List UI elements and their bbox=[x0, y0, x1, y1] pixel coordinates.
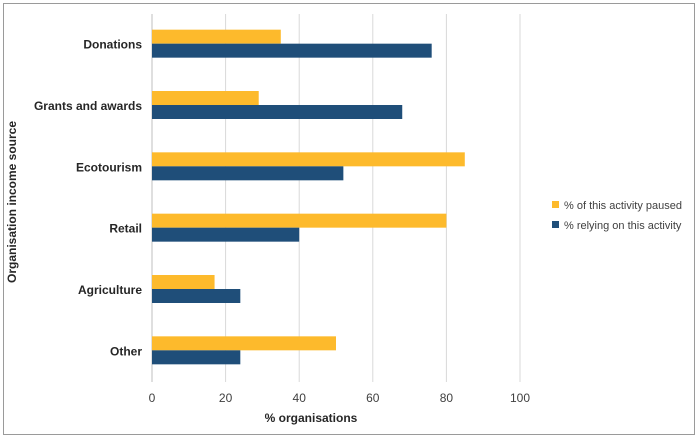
legend-label-paused: % of this activity paused bbox=[564, 200, 682, 212]
gridlines bbox=[151, 14, 521, 382]
x-tick-labels: 0 20 40 60 80 100 bbox=[149, 391, 531, 405]
x-tick-label: 0 bbox=[149, 391, 156, 405]
category-label: Other bbox=[110, 344, 142, 358]
bar-paused-ecotourism bbox=[152, 152, 465, 167]
category-label: Donations bbox=[83, 38, 142, 52]
bar-relying-other bbox=[152, 350, 241, 365]
bar-relying-donations bbox=[152, 43, 432, 58]
bar-paused-donations bbox=[152, 29, 281, 44]
x-tick-label: 100 bbox=[510, 391, 530, 405]
legend-swatch-paused bbox=[552, 201, 559, 208]
bar-relying-retail bbox=[152, 227, 300, 242]
bar-paused-retail bbox=[152, 213, 447, 228]
x-tick-label: 80 bbox=[440, 391, 454, 405]
y-axis-title: Organisation income source bbox=[5, 121, 19, 283]
category-label: Grants and awards bbox=[34, 99, 142, 113]
legend-label-relying: % relying on this activity bbox=[564, 220, 682, 232]
category-label: Agriculture bbox=[78, 283, 142, 297]
bar-relying-ecotourism bbox=[152, 166, 344, 181]
bar-relying-grants-and-awards bbox=[152, 105, 403, 119]
bar-relying-agriculture bbox=[152, 289, 241, 303]
bars bbox=[152, 29, 465, 365]
bar-paused-other bbox=[152, 336, 336, 351]
x-tick-label: 40 bbox=[293, 391, 307, 405]
legend-swatch-relying bbox=[552, 221, 559, 228]
x-tick-label: 60 bbox=[366, 391, 380, 405]
category-labels: Donations Grants and awards Ecotourism Reta… bbox=[34, 38, 142, 359]
category-label: Retail bbox=[109, 222, 142, 236]
bar-paused-grants-and-awards bbox=[152, 91, 259, 105]
legend: % of this activity paused % relying on t… bbox=[552, 200, 682, 232]
x-tick-label: 20 bbox=[219, 391, 233, 405]
bar-paused-agriculture bbox=[152, 275, 215, 289]
x-axis-title: % organisations bbox=[265, 411, 358, 425]
category-label: Ecotourism bbox=[76, 160, 142, 174]
